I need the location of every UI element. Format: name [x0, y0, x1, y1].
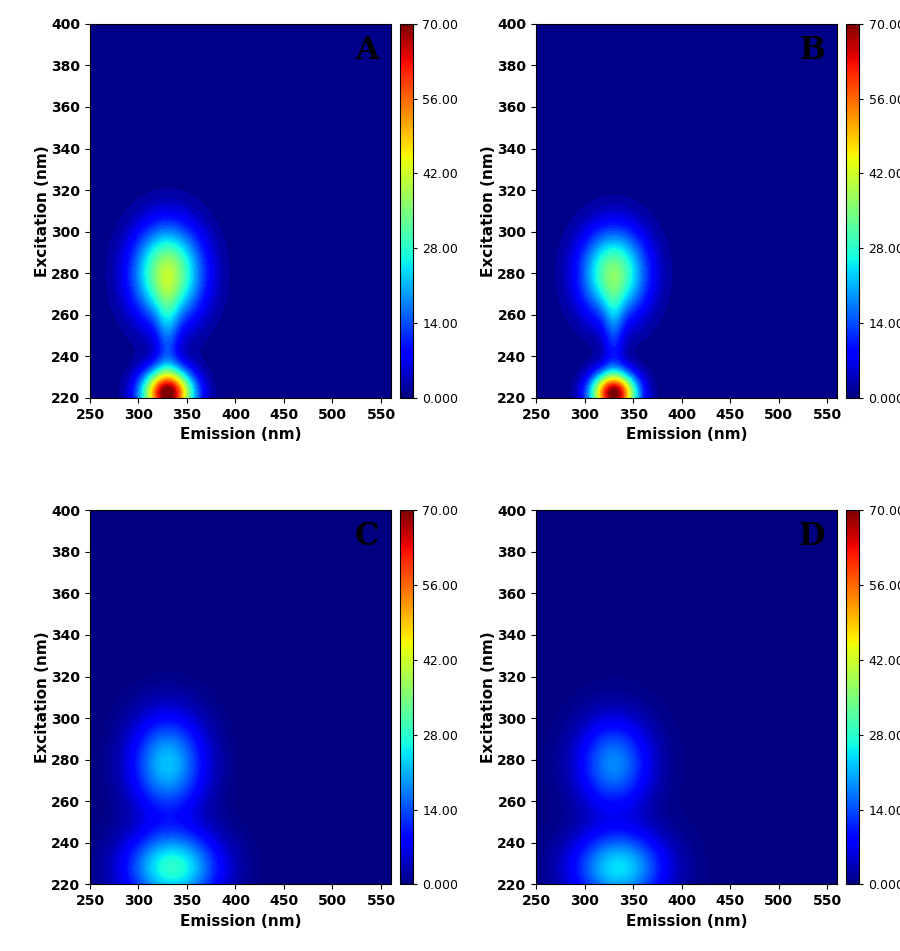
X-axis label: Emission (nm): Emission (nm) — [626, 427, 747, 442]
Text: D: D — [798, 521, 824, 553]
X-axis label: Emission (nm): Emission (nm) — [180, 914, 302, 929]
Text: B: B — [799, 35, 824, 66]
Y-axis label: Excitation (nm): Excitation (nm) — [481, 146, 496, 277]
X-axis label: Emission (nm): Emission (nm) — [626, 914, 747, 929]
Text: A: A — [355, 35, 379, 66]
Y-axis label: Excitation (nm): Excitation (nm) — [481, 631, 496, 763]
Text: C: C — [355, 521, 379, 553]
Y-axis label: Excitation (nm): Excitation (nm) — [35, 146, 50, 277]
X-axis label: Emission (nm): Emission (nm) — [180, 427, 302, 442]
Y-axis label: Excitation (nm): Excitation (nm) — [35, 631, 50, 763]
